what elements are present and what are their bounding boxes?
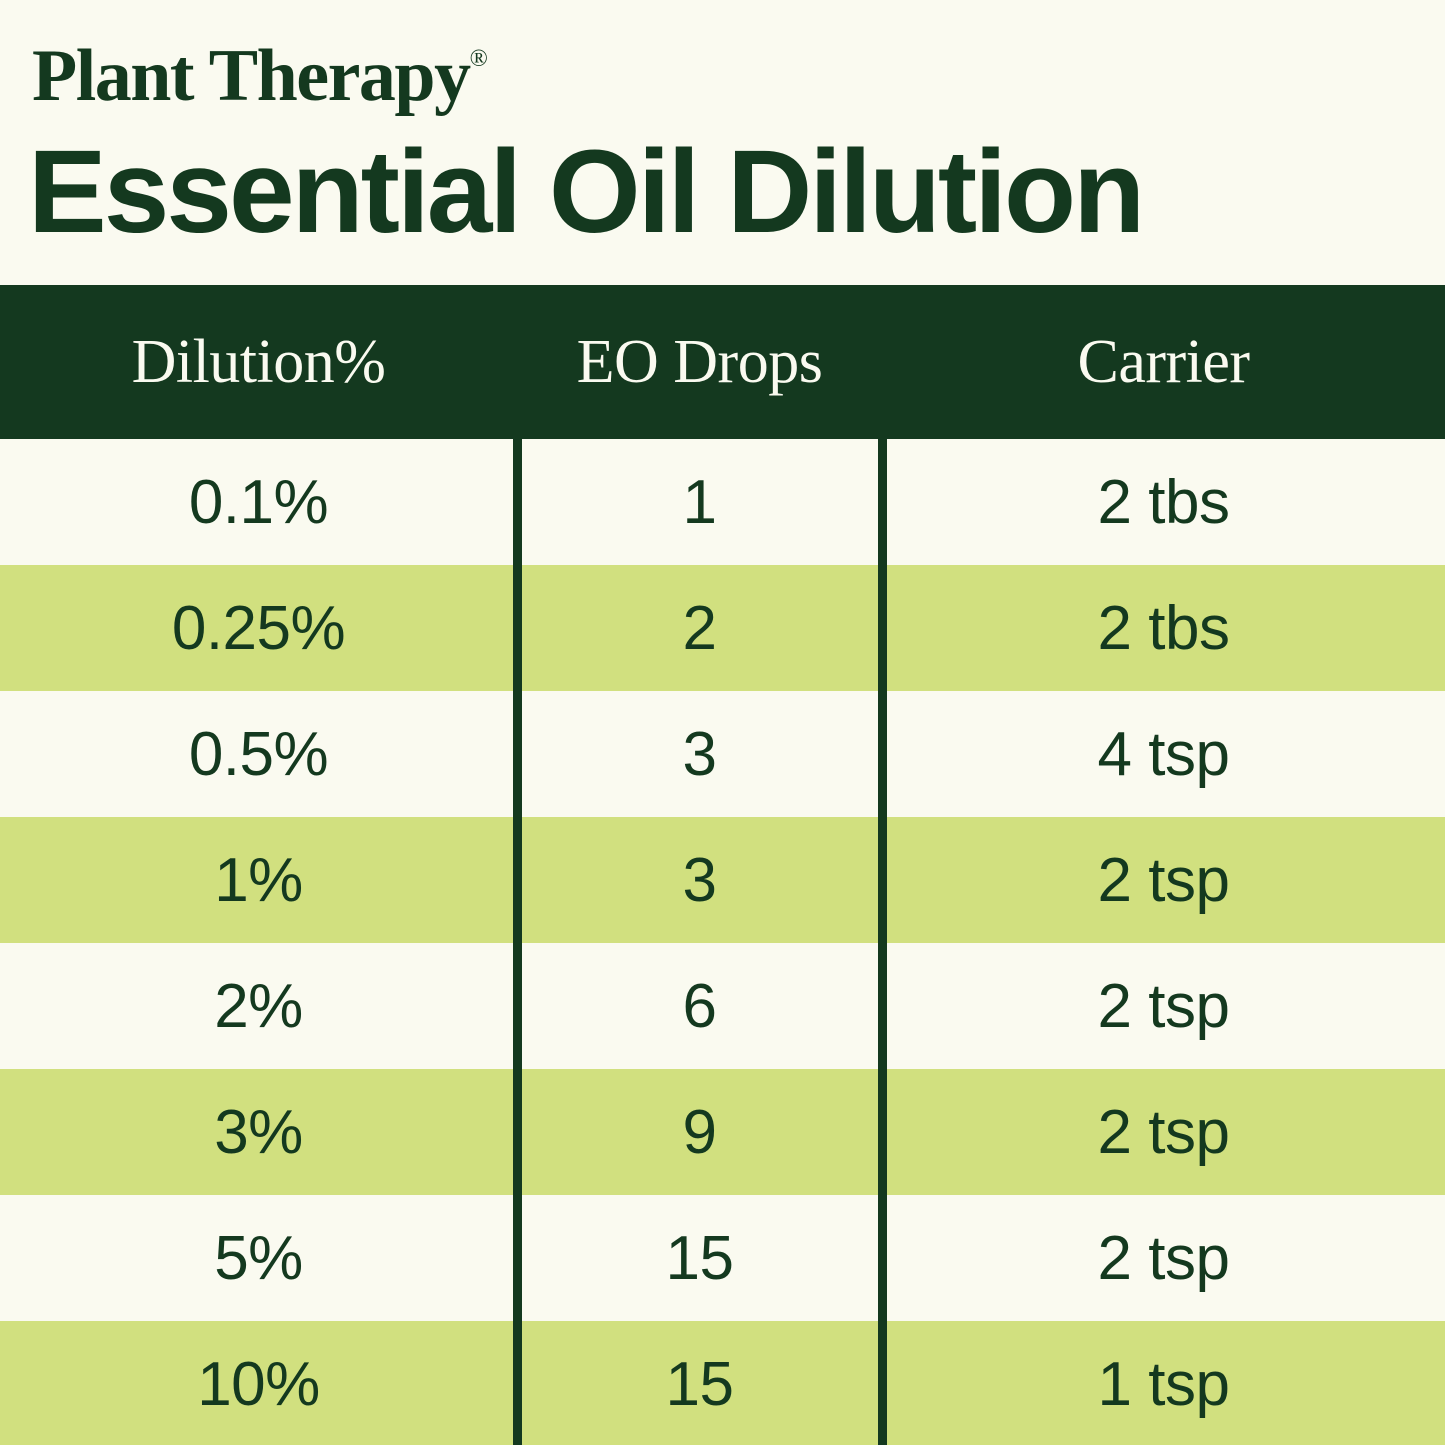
cell-dilution: 1% xyxy=(214,845,303,915)
page-title: Essential Oil Dilution xyxy=(28,126,1145,258)
table-row: 3% 9 2 tsp xyxy=(0,1069,1445,1195)
cell-eo-drops: 2 xyxy=(682,593,717,663)
cell-carrier: 2 tsp xyxy=(1097,971,1230,1041)
registered-trademark-icon: ® xyxy=(469,46,488,72)
column-header-carrier: Carrier xyxy=(1077,327,1250,396)
cell-eo-drops: 15 xyxy=(665,1223,734,1293)
column-header-dilution: Dilution% xyxy=(131,327,386,396)
cell-carrier: 1 tsp xyxy=(1097,1349,1230,1419)
column-divider-2 xyxy=(878,439,887,1445)
table-row: 10% 15 1 tsp xyxy=(0,1321,1445,1445)
cell-carrier: 2 tsp xyxy=(1097,1223,1230,1293)
brand-logo-text: Plant Therapy® xyxy=(32,16,488,119)
cell-dilution: 3% xyxy=(214,1097,303,1167)
cell-eo-drops: 3 xyxy=(682,719,717,789)
cell-dilution: 5% xyxy=(214,1223,303,1293)
cell-eo-drops: 3 xyxy=(682,845,717,915)
cell-eo-drops: 6 xyxy=(682,971,717,1041)
cell-dilution: 0.1% xyxy=(188,467,329,537)
table-row: 5% 15 2 tsp xyxy=(0,1195,1445,1321)
cell-eo-drops: 1 xyxy=(682,467,717,537)
cell-eo-drops: 15 xyxy=(665,1349,734,1419)
cell-dilution: 2% xyxy=(214,971,303,1041)
brand-name-text: Plant Therapy xyxy=(32,35,471,117)
table-row: 0.25% 2 2 tbs xyxy=(0,565,1445,691)
table-row: 0.5% 3 4 tsp xyxy=(0,691,1445,817)
cell-carrier: 2 tsp xyxy=(1097,845,1230,915)
cell-dilution: 0.25% xyxy=(171,593,346,663)
column-header-eo-drops: EO Drops xyxy=(576,327,823,396)
cell-carrier: 2 tbs xyxy=(1097,593,1230,663)
dilution-table: Dilution% EO Drops Carrier 0.1% 1 2 tbs … xyxy=(0,285,1445,1445)
column-divider-1 xyxy=(513,439,522,1445)
cell-carrier: 2 tbs xyxy=(1097,467,1230,537)
table-header-row: Dilution% EO Drops Carrier xyxy=(0,285,1445,439)
cell-eo-drops: 9 xyxy=(682,1097,717,1167)
cell-carrier: 2 tsp xyxy=(1097,1097,1230,1167)
table-body: 0.1% 1 2 tbs 0.25% 2 2 tbs 0.5% 3 4 tsp … xyxy=(0,439,1445,1445)
table-row: 0.1% 1 2 tbs xyxy=(0,439,1445,565)
brand-header: Plant Therapy® Essential Oil Dilution xyxy=(0,0,1445,285)
table-row: 1% 3 2 tsp xyxy=(0,817,1445,943)
cell-carrier: 4 tsp xyxy=(1097,719,1230,789)
cell-dilution: 0.5% xyxy=(188,719,329,789)
cell-dilution: 10% xyxy=(197,1349,320,1419)
table-row: 2% 6 2 tsp xyxy=(0,943,1445,1069)
